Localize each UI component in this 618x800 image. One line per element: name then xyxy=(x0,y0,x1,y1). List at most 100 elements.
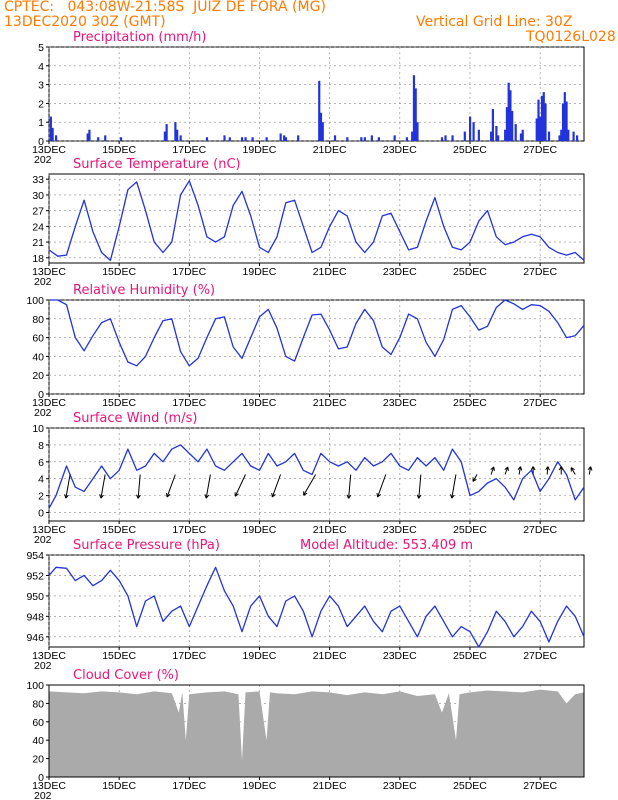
panel-3: 0 20 40 60 80 100 13DEC 15DEC 17DEC 19DEC 21DEC 23D… xyxy=(26,283,585,419)
precip-bar xyxy=(97,137,100,141)
precip-bar xyxy=(504,129,507,141)
x-tick-label: 17DEC xyxy=(172,780,206,792)
wind-arrow xyxy=(205,474,211,499)
y-tick-label: 0 xyxy=(38,136,44,148)
x-tick-label: 13DEC xyxy=(32,144,66,156)
x-tick-label: 13DEC xyxy=(32,650,66,662)
panel-title: Surface Temperature (nC) xyxy=(73,157,241,172)
wind-arrow xyxy=(472,474,478,482)
wind-arrow xyxy=(451,474,457,499)
y-tick-label: 4 xyxy=(38,474,44,486)
x-tick-label: 27DEC xyxy=(523,780,557,792)
panel-title: Surface Wind (m/s) xyxy=(73,411,197,426)
wind-arrow xyxy=(570,467,576,475)
x-tick-label: 17DEC xyxy=(172,266,206,278)
precip-bar xyxy=(205,137,209,141)
x-tick-label: 27DEC xyxy=(523,524,557,536)
y-tick-label: 60 xyxy=(32,717,44,729)
precip-bar xyxy=(176,129,179,141)
precip-bar xyxy=(547,131,551,141)
x-tick-label: 13DEC xyxy=(32,397,66,409)
wind-arrow-head xyxy=(303,492,308,496)
x-tick-label: 13DEC xyxy=(32,524,66,536)
y-tick-label: 4 xyxy=(38,61,44,73)
wind-arrow xyxy=(137,474,141,499)
precip-bar xyxy=(561,103,565,141)
wind-arrow-head xyxy=(530,466,534,471)
precip-bar xyxy=(509,90,512,141)
precip-bar xyxy=(468,116,472,141)
y-tick-label: 2 xyxy=(38,491,44,503)
precip-bar xyxy=(535,118,538,141)
precip-bar xyxy=(411,131,414,141)
wind-arrow-head xyxy=(547,466,550,471)
panel-title: Surface Pressure (hPa) xyxy=(73,538,220,553)
y-tick-label: 27 xyxy=(32,206,44,218)
x-tick-label: 25DEC xyxy=(453,650,487,662)
x-tick-label: 19DEC xyxy=(243,524,277,536)
x-tick-label: 23DEC xyxy=(383,524,417,536)
precip-bar xyxy=(163,131,166,141)
y-tick-label: 10 xyxy=(32,423,44,435)
precip-bar xyxy=(440,137,444,141)
wind-arrow xyxy=(271,474,282,498)
wind-arrow-head xyxy=(346,494,350,499)
wind-arrow-head xyxy=(272,494,276,498)
precip-bar xyxy=(360,137,363,141)
y-tick-label: 1 xyxy=(38,117,44,129)
precip-bar xyxy=(346,137,349,141)
x-tick-label: 23DEC xyxy=(383,650,417,662)
wind-arrow-head xyxy=(376,493,379,498)
precip-bar xyxy=(567,129,570,141)
wind-arrow-head xyxy=(590,466,593,471)
y-tick-label: 100 xyxy=(26,680,44,692)
precip-bar xyxy=(283,135,286,141)
wind-arrow-head xyxy=(472,478,477,482)
y-tick-label: 20 xyxy=(32,754,44,766)
x-year-label: 202 xyxy=(34,407,52,419)
precip-bar xyxy=(539,116,542,141)
x-tick-label: 27DEC xyxy=(523,650,557,662)
y-tick-label: 948 xyxy=(26,611,44,623)
x-tick-label: 21DEC xyxy=(313,266,347,278)
precip-bar xyxy=(88,129,91,141)
precip-bar xyxy=(393,135,396,141)
x-tick-label: 27DEC xyxy=(523,397,557,409)
y-tick-label: 40 xyxy=(32,735,44,747)
precip-bar xyxy=(495,125,498,141)
precip-bar xyxy=(572,131,575,141)
precip-bar xyxy=(490,131,493,141)
precip-bar xyxy=(497,135,500,141)
cloud-area xyxy=(49,689,584,777)
wind-arrow-head xyxy=(587,466,592,471)
wind-arrow-head xyxy=(235,493,239,497)
precip-bar xyxy=(542,92,545,141)
precip-bar xyxy=(472,122,475,141)
x-tick-label: 25DEC xyxy=(453,780,487,792)
wind-arrow-head xyxy=(377,494,381,498)
wind-arrow-head xyxy=(99,494,102,499)
wind-arrow xyxy=(234,474,246,497)
precip-bar xyxy=(165,124,168,141)
wind-arrow-head xyxy=(137,494,141,499)
x-tick-label: 25DEC xyxy=(453,397,487,409)
precip-bar xyxy=(244,137,247,141)
wind-arrow-head xyxy=(560,466,564,471)
wind-arrow-head xyxy=(532,466,536,471)
run-date: 13DEC2020 30Z (GMT) xyxy=(4,14,166,30)
x-tick-label: 15DEC xyxy=(102,397,136,409)
wind-arrow xyxy=(418,474,422,499)
precip-bar xyxy=(560,129,563,141)
y-tick-label: 33 xyxy=(32,174,44,186)
precip-bar xyxy=(412,75,416,141)
x-tick-label: 21DEC xyxy=(313,144,347,156)
x-tick-label: 25DEC xyxy=(453,524,487,536)
x-tick-label: 21DEC xyxy=(313,650,347,662)
series-line xyxy=(48,180,585,262)
wind-arrow-head xyxy=(348,494,352,499)
panel-6: 0 20 40 60 80 100 13DEC 15DEC 17DEC 19DEC 21DEC 23D… xyxy=(26,668,585,800)
precip-bar xyxy=(505,107,509,141)
x-tick-label: 23DEC xyxy=(383,144,417,156)
precip-bar xyxy=(377,137,380,141)
precip-bar xyxy=(575,135,579,141)
